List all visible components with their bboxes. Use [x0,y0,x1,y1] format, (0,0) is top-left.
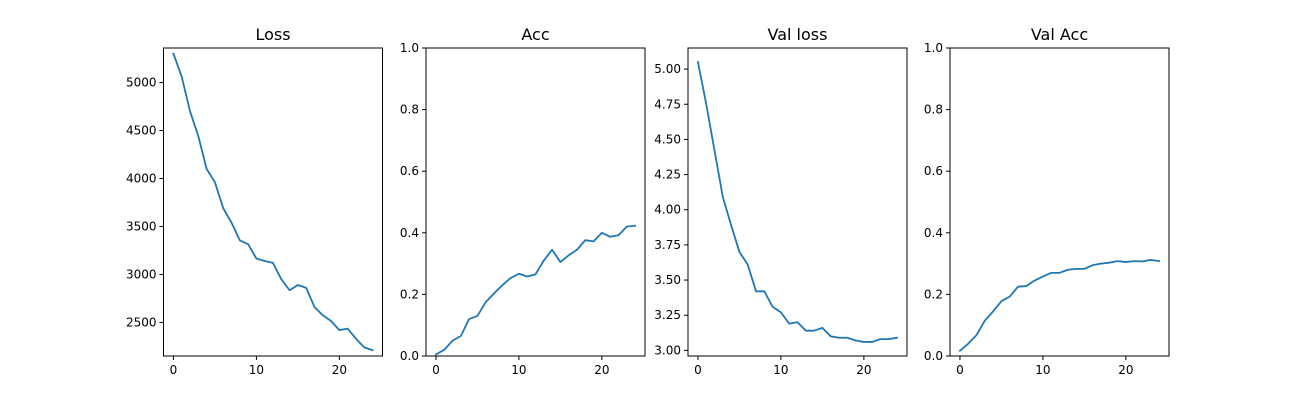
y-tick-label: 3.75 [654,238,681,252]
y-tick-label: 0.6 [400,164,419,178]
y-tick-label: 1.0 [400,41,419,55]
axes-frame [687,47,908,357]
y-tick-label: 3000 [126,267,157,281]
y-tick-label: 4000 [126,171,157,185]
y-tick-label: 4500 [126,124,157,138]
y-tick-label: 1.0 [924,41,943,55]
y-tick-label: 4.75 [654,97,681,111]
y-tick-label: 0.0 [924,349,943,363]
y-tick-label: 0.4 [400,226,419,240]
plot-area: 0 10 20 2500 3000 3500 4000 4500 5000 [126,47,383,377]
series-line [434,224,637,356]
x-tick-label: 0 [170,363,178,377]
plot-area: 0 10 20 3.00 3.25 3.50 3.75 4.00 4.25 4.50 4.75 5.0… [654,47,908,377]
y-tick-label: 0.0 [400,349,419,363]
y-tick-label: 3.00 [654,343,681,357]
axes-frame [163,47,383,357]
plot-area: 0 10 20 0.0 0.2 0.4 0.6 0.8 1.0 [924,41,1170,377]
x-tick-label: 10 [511,363,526,377]
series-line [696,61,899,343]
subplot-val-loss: Val loss 0 10 20 3.00 3.25 3.50 3.75 4.00 4.25 4.… [654,25,908,377]
x-tick-label: 0 [432,363,440,377]
axes-frame [949,47,1170,357]
y-tick-label: 3.25 [654,308,681,322]
plot-area: 0 10 20 0.0 0.2 0.4 0.6 0.8 1.0 [400,41,646,377]
series-line [172,52,374,352]
subplot-title: Loss [255,25,290,44]
axes-frame [425,47,646,357]
subplot-title: Acc [521,25,549,44]
x-tick-label: 20 [332,363,347,377]
y-tick-label: 5.00 [654,62,681,76]
y-tick-label: 0.4 [924,226,943,240]
x-tick-label: 10 [249,363,264,377]
y-tick-label: 0.8 [400,103,419,117]
y-tick-label: 4.50 [654,132,681,146]
y-tick-label: 0.6 [924,164,943,178]
series-line [958,258,1161,353]
y-tick-label: 2500 [126,315,157,329]
subplot-title: Val Acc [1031,25,1088,44]
subplot-loss: Loss 0 10 20 2500 3000 3500 4000 4500 5000 [126,25,383,377]
y-tick-label: 4.00 [654,203,681,217]
x-tick-label: 20 [1118,363,1133,377]
x-tick-label: 20 [594,363,609,377]
subplot-title: Val loss [768,25,828,44]
y-tick-label: 5000 [126,76,157,90]
subplot-acc: Acc 0 10 20 0.0 0.2 0.4 0.6 0.8 1.0 [400,25,646,377]
x-tick-label: 20 [856,363,871,377]
y-tick-label: 3.50 [654,273,681,287]
x-tick-label: 10 [1035,363,1050,377]
y-tick-label: 0.8 [924,103,943,117]
y-tick-label: 0.2 [400,287,419,301]
y-tick-label: 4.25 [654,168,681,182]
subplot-val-acc: Val Acc 0 10 20 0.0 0.2 0.4 0.6 0.8 1.0 [924,25,1170,377]
x-tick-label: 10 [773,363,788,377]
x-tick-label: 0 [956,363,964,377]
x-tick-label: 0 [694,363,702,377]
y-tick-label: 3500 [126,219,157,233]
y-tick-label: 0.2 [924,287,943,301]
